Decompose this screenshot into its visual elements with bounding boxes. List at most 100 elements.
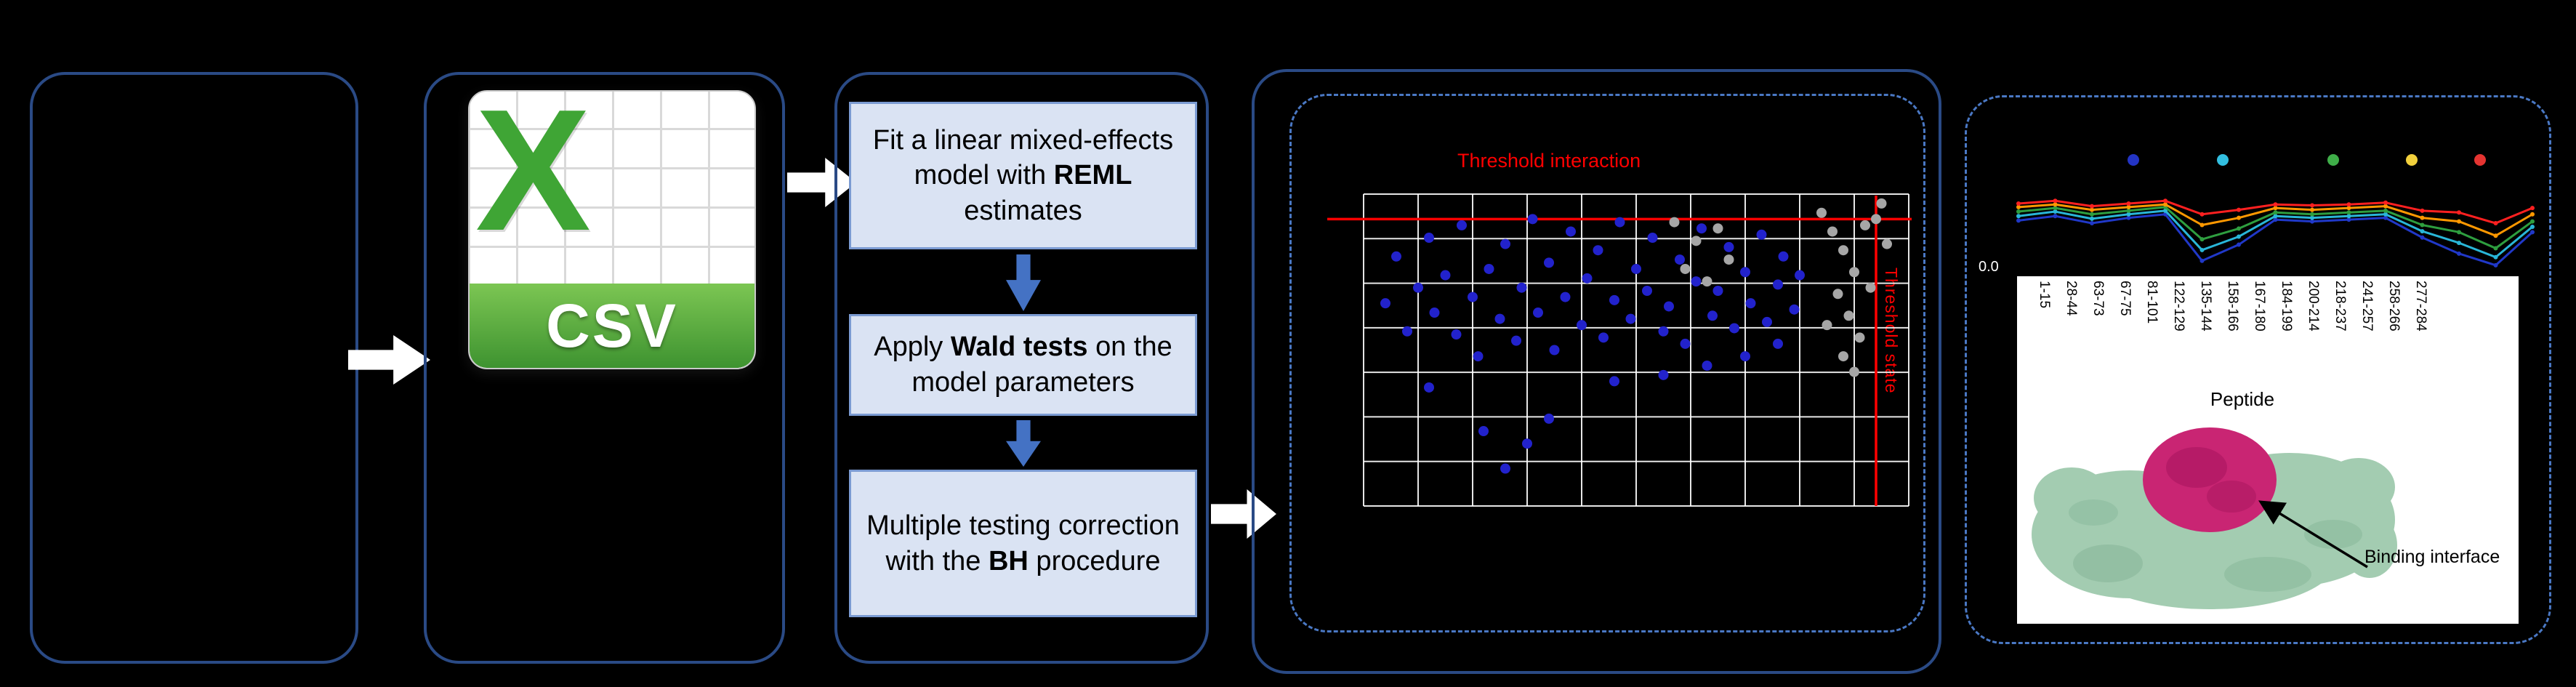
- scatter-point: [1849, 366, 1859, 377]
- profile-point: [2493, 246, 2498, 251]
- scatter-point: [1712, 285, 1723, 296]
- profile-point: [2237, 226, 2241, 231]
- profile-point: [2273, 210, 2278, 215]
- profile-point: [2273, 217, 2278, 222]
- scatter-point: [1816, 207, 1827, 218]
- scatter-point: [1778, 251, 1789, 262]
- profile-point: [2383, 212, 2388, 217]
- profile-point: [2420, 222, 2425, 228]
- scatter-point: [1756, 229, 1767, 240]
- step-multiple-testing-text: Multiple testing correction with the BH …: [864, 508, 1182, 579]
- step1-text-bold: REML: [1053, 160, 1132, 191]
- profile-point: [2163, 208, 2168, 213]
- results-plot-dashed-frame: [1289, 94, 1925, 632]
- scatter-point: [1380, 298, 1390, 309]
- profile-point: [2273, 202, 2278, 207]
- scatter-point: [1691, 236, 1702, 246]
- scatter-point: [1838, 351, 1848, 362]
- peptide-label: 158-166: [2225, 281, 2240, 332]
- scatter-point: [1707, 310, 1718, 321]
- scatter-point: [1631, 263, 1641, 274]
- scatter-point: [1582, 273, 1593, 284]
- legend-dot: [2406, 154, 2418, 166]
- peptide-label: 258-266: [2386, 281, 2402, 332]
- binding-site-shade-2: [2207, 481, 2256, 513]
- profile-point: [2090, 204, 2094, 209]
- profile-point: [2016, 209, 2021, 214]
- peptide-label: 81-101: [2144, 281, 2160, 324]
- profile-point: [2016, 214, 2021, 219]
- protein-shade-4: [2069, 499, 2118, 526]
- profile-point: [2090, 216, 2094, 221]
- profile-point: [2273, 206, 2278, 211]
- peptide-label: 241-257: [2359, 281, 2375, 332]
- scatter-point: [1424, 382, 1434, 393]
- peptide-label: 67-75: [2117, 281, 2133, 316]
- profile-point: [2530, 219, 2535, 224]
- scatter-point: [1533, 308, 1543, 318]
- csv-banner: CSV: [470, 284, 754, 368]
- step3-text-post: procedure: [1028, 545, 1161, 576]
- legend-dot: [2128, 154, 2140, 166]
- scatter-point: [1598, 332, 1609, 343]
- scatter-point: [1865, 282, 1876, 293]
- y-axis-tick: 0.0: [1979, 259, 1999, 275]
- peptide-label: 63-73: [2090, 281, 2106, 316]
- scatter-point: [1882, 238, 1892, 249]
- peptide-label: 167-180: [2252, 281, 2267, 332]
- scatter-point: [1468, 292, 1478, 302]
- scatter-point: [1849, 267, 1859, 278]
- state-legend-dots: [2013, 154, 2538, 169]
- threshold-scatter-plot: [1327, 193, 1912, 507]
- scatter-point: [1522, 438, 1532, 449]
- scatter-point: [1712, 223, 1723, 234]
- profile-point: [2163, 202, 2168, 207]
- protein-structure-illustration: [2032, 427, 2397, 609]
- profile-point: [2383, 204, 2388, 209]
- scatter-point: [1789, 304, 1800, 315]
- profile-point: [2310, 215, 2314, 220]
- scatter-point: [1391, 251, 1401, 262]
- csv-box: [424, 72, 785, 664]
- profile-point: [2383, 215, 2388, 220]
- binding-site-shade-1: [2166, 447, 2227, 488]
- csv-page: X CSV: [468, 90, 756, 369]
- scatter-point: [1723, 241, 1734, 252]
- scatter-point: [1527, 214, 1538, 225]
- profile-point: [2163, 198, 2168, 204]
- scatter-point: [1832, 289, 1843, 300]
- flow-arrow-1: [348, 335, 430, 385]
- scatter-point: [1680, 338, 1691, 349]
- scatter-point: [1593, 245, 1603, 256]
- scatter-point: [1609, 376, 1619, 387]
- scatter-point: [1440, 270, 1451, 281]
- profile-point: [2346, 217, 2351, 222]
- peptide-label: 277-284: [2413, 281, 2428, 332]
- scatter-point: [1402, 326, 1412, 337]
- profile-point: [2199, 258, 2205, 263]
- peptide-label: 135-144: [2198, 281, 2213, 332]
- scatter-point: [1827, 226, 1838, 237]
- peptide-panel: 1-15 28-44 63-73 67-75 81-101 122-129 135-144 1…: [2017, 276, 2519, 624]
- scatter-point: [1560, 292, 1571, 302]
- scatter-point: [1745, 298, 1756, 309]
- profile-point: [2530, 224, 2535, 229]
- profile-point: [2273, 214, 2278, 219]
- protein-shade-2: [2224, 557, 2311, 592]
- profile-point: [2199, 212, 2205, 217]
- scatter-point: [1457, 220, 1467, 230]
- scatter-point: [1854, 332, 1865, 343]
- scatter-point: [1795, 270, 1805, 281]
- profile-point: [2053, 198, 2058, 204]
- step1-text-post: estimates: [964, 195, 1082, 226]
- binding-interface-label: Binding interface: [2364, 547, 2500, 567]
- scatter-point: [1723, 254, 1734, 265]
- scatter-point: [1451, 329, 1462, 340]
- step-fit-model-text: Fit a linear mixed-effects model with RE…: [864, 123, 1182, 229]
- peptide-label: 122-129: [2171, 281, 2186, 332]
- scatter-point: [1424, 233, 1434, 244]
- profile-point: [2126, 204, 2131, 209]
- profile-point: [2053, 206, 2058, 211]
- step-wald-tests-text: Apply Wald tests on the model parameters: [864, 329, 1182, 400]
- profile-point: [2310, 207, 2314, 212]
